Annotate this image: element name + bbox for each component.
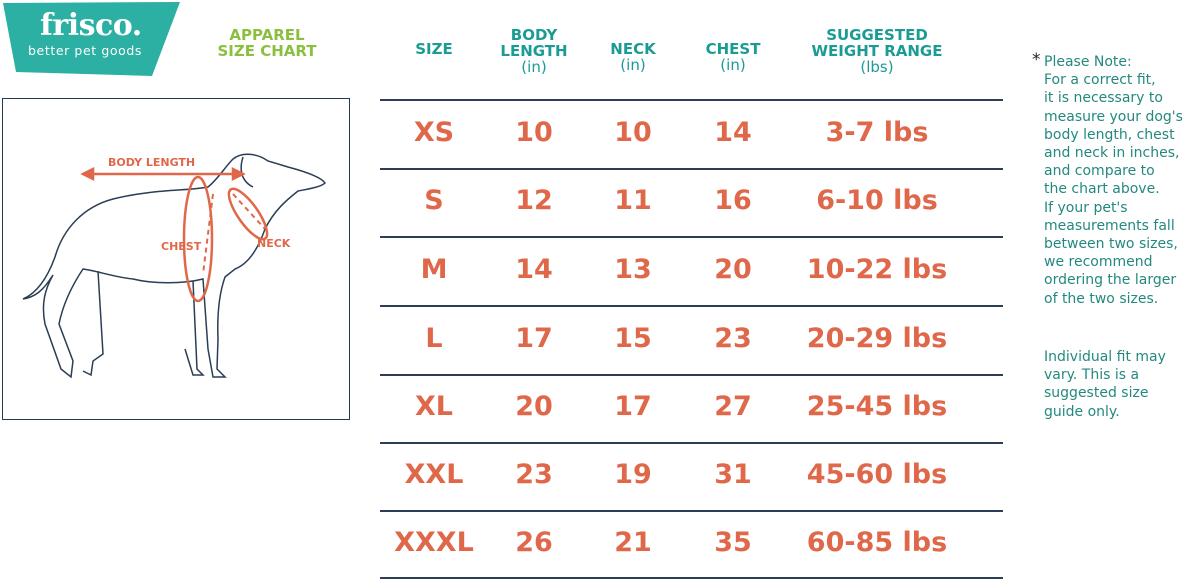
note-line: and compare to: [1044, 163, 1155, 180]
note-line: between two sizes,: [1044, 236, 1178, 253]
value-cell: 14: [714, 116, 752, 148]
note-asterisk: *: [1032, 50, 1041, 70]
value-cell: 20: [515, 391, 553, 422]
row-divider: [380, 99, 1003, 101]
size-cell: M: [420, 253, 448, 285]
value-cell: 21: [614, 526, 652, 558]
header-unit: (lbs): [860, 58, 894, 76]
header-line1: CHEST: [705, 40, 761, 58]
dog-illustration: [22, 153, 326, 379]
size-cell: XL: [414, 391, 454, 422]
value-cell: 15: [614, 322, 652, 354]
disclaimer-line: Individual fit may: [1044, 349, 1166, 365]
note-line: and neck in inches,: [1044, 145, 1180, 162]
value-cell: 60-85 lbs: [806, 526, 948, 558]
value-cell: 26: [515, 526, 553, 558]
value-cell: 23: [714, 322, 752, 354]
value-cell: 27: [714, 391, 752, 422]
note-line: If your pet's: [1044, 199, 1128, 216]
header-line2: WEIGHT RANGE: [811, 42, 943, 60]
value-cell: 17: [614, 391, 652, 422]
value-cell: 20: [714, 253, 752, 285]
note-line: we recommend: [1044, 254, 1153, 271]
chart-title: APPAREL SIZE CHART: [212, 27, 322, 59]
note-line: it is necessary to: [1044, 90, 1163, 107]
dog-measurement-diagram: BODY LENGTH CHEST NECK: [2, 98, 350, 420]
value-cell: 45-60 lbs: [806, 459, 948, 490]
row-divider: [380, 510, 1003, 512]
header-unit: (in): [720, 56, 746, 74]
body-length-label: BODY LENGTH: [108, 156, 196, 169]
size-cell: L: [425, 322, 443, 354]
row-divider: [380, 236, 1003, 238]
note-line: ordering the larger: [1044, 272, 1177, 289]
note-line: measurements fall: [1044, 217, 1175, 234]
column-header: BODY LENGTH (in): [454, 27, 614, 75]
column-header: CHEST (in): [653, 41, 813, 73]
header-line1: BODY: [510, 26, 558, 44]
header-unit: (in): [620, 56, 646, 74]
column-header: SIZE: [354, 41, 514, 57]
header-unit: (in): [521, 58, 547, 76]
logo-name: frisco.: [40, 8, 142, 43]
size-cell: XXXL: [394, 526, 474, 558]
value-cell: 12: [515, 185, 553, 216]
title-line2: SIZE CHART: [217, 42, 317, 60]
note-line: the chart above.: [1044, 181, 1160, 198]
title-line1: APPAREL: [229, 26, 305, 44]
logo-tagline: better pet goods: [28, 43, 143, 58]
note-line: measure your dog's: [1044, 108, 1183, 125]
header-line1: NECK: [610, 40, 656, 58]
value-cell: 16: [714, 185, 752, 216]
value-cell: 25-45 lbs: [806, 391, 948, 422]
header-line2: LENGTH: [500, 42, 568, 60]
value-cell: 13: [614, 253, 652, 285]
row-divider: [380, 374, 1003, 376]
value-cell: 10: [614, 116, 652, 148]
disclaimer-line: guide only.: [1044, 403, 1120, 420]
value-cell: 20-29 lbs: [806, 322, 948, 354]
chest-label: CHEST: [161, 240, 202, 253]
row-divider: [380, 168, 1003, 170]
value-cell: 35: [714, 526, 752, 558]
row-divider: [380, 305, 1003, 307]
neck-label: NECK: [257, 237, 291, 250]
note-line: Please Note:: [1044, 54, 1132, 70]
header-line1: SIZE: [415, 40, 453, 58]
value-cell: 11: [614, 185, 652, 216]
disclaimer-line: vary. This is a: [1044, 367, 1140, 384]
value-cell: 14: [515, 253, 553, 285]
fit-disclaimer: Individual fit may vary. This is a suggest…: [1044, 348, 1166, 421]
value-cell: 23: [515, 459, 553, 490]
value-cell: 19: [614, 459, 652, 490]
size-cell: S: [424, 185, 444, 216]
row-divider: [380, 577, 1003, 579]
value-cell: 10-22 lbs: [806, 253, 948, 285]
column-header: SUGGESTED WEIGHT RANGE (lbs): [797, 27, 957, 75]
column-header: NECK (in): [553, 41, 713, 73]
logo-badge: [3, 2, 180, 76]
frisco-logo: frisco. better pet goods: [0, 0, 185, 80]
size-cell: XXL: [404, 459, 464, 490]
row-divider: [380, 442, 1003, 444]
header-line1: SUGGESTED: [826, 26, 928, 44]
disclaimer-line: suggested size: [1044, 385, 1149, 402]
value-cell: 10: [515, 116, 553, 148]
fit-note: Please Note: For a correct fit, it is nece…: [1044, 53, 1183, 308]
note-line: of the two sizes.: [1044, 290, 1159, 307]
value-cell: 17: [515, 322, 553, 354]
value-cell: 6-10 lbs: [816, 185, 938, 216]
size-cell: XS: [413, 116, 455, 148]
value-cell: 31: [714, 459, 752, 490]
note-line: For a correct fit,: [1044, 72, 1156, 89]
value-cell: 3-7 lbs: [825, 116, 929, 148]
note-line: body length, chest: [1044, 126, 1175, 143]
